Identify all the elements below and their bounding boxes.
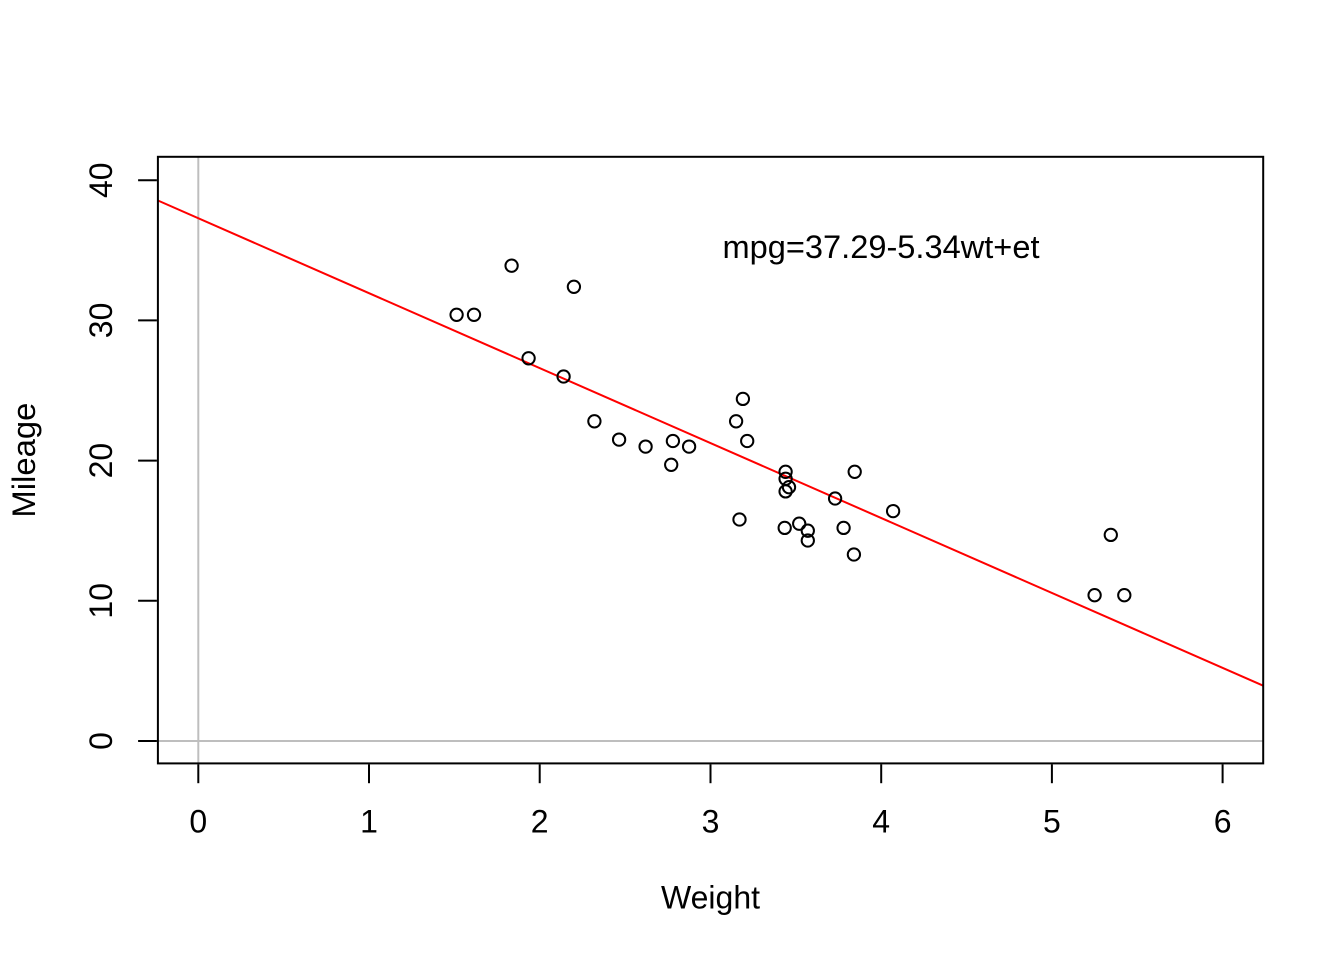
svg-text:Weight: Weight (661, 880, 760, 916)
svg-text:40: 40 (83, 162, 119, 198)
svg-text:mpg=37.29-5.34wt+et: mpg=37.29-5.34wt+et (723, 229, 1040, 265)
svg-text:3: 3 (702, 804, 720, 840)
svg-text:4: 4 (872, 804, 890, 840)
svg-text:Mileage: Mileage (6, 403, 42, 518)
svg-text:6: 6 (1214, 804, 1232, 840)
svg-text:5: 5 (1043, 804, 1061, 840)
svg-text:20: 20 (83, 443, 119, 479)
svg-text:1: 1 (360, 804, 378, 840)
svg-text:0: 0 (83, 732, 119, 750)
svg-text:10: 10 (83, 583, 119, 619)
svg-text:2: 2 (531, 804, 549, 840)
svg-text:30: 30 (83, 303, 119, 339)
svg-text:0: 0 (189, 804, 207, 840)
